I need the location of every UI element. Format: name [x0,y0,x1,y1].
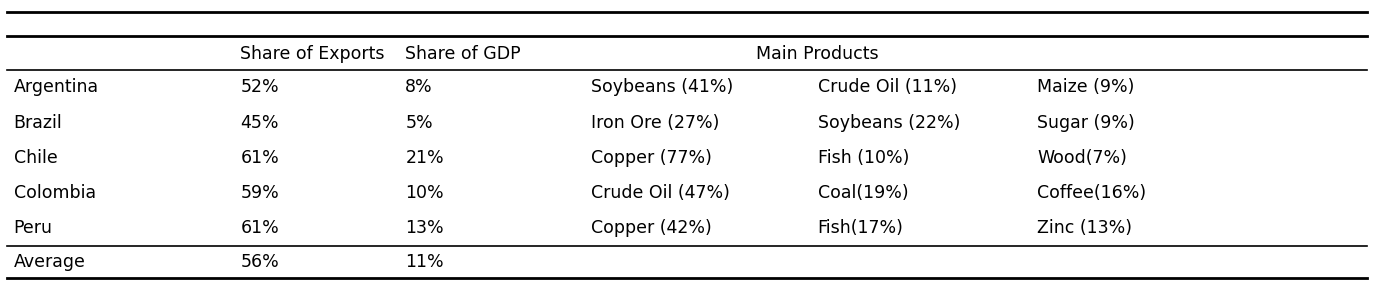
Text: 8%: 8% [405,79,433,96]
Text: Soybeans (41%): Soybeans (41%) [591,79,734,96]
Text: 11%: 11% [405,253,444,271]
Text: 21%: 21% [405,149,444,167]
Text: Copper (42%): Copper (42%) [591,219,712,237]
Text: Brazil: Brazil [14,114,62,132]
Text: Copper (77%): Copper (77%) [591,149,712,167]
Text: Argentina: Argentina [14,79,99,96]
Text: Maize (9%): Maize (9%) [1037,79,1135,96]
Text: 13%: 13% [405,219,444,237]
Text: Colombia: Colombia [14,184,96,202]
Text: Share of GDP: Share of GDP [405,45,521,63]
Text: Share of Exports: Share of Exports [240,45,385,63]
Text: Iron Ore (27%): Iron Ore (27%) [591,114,719,132]
Text: 61%: 61% [240,149,279,167]
Text: 52%: 52% [240,79,279,96]
Text: Coffee(16%): Coffee(16%) [1037,184,1146,202]
Text: Soybeans (22%): Soybeans (22%) [818,114,960,132]
Text: Sugar (9%): Sugar (9%) [1037,114,1135,132]
Text: Average: Average [14,253,85,271]
Text: Coal(19%): Coal(19%) [818,184,908,202]
Text: Fish(17%): Fish(17%) [818,219,904,237]
Text: 10%: 10% [405,184,444,202]
Text: 45%: 45% [240,114,279,132]
Text: Main Products: Main Products [756,45,879,63]
Text: 61%: 61% [240,219,279,237]
Text: Peru: Peru [14,219,52,237]
Text: Crude Oil (47%): Crude Oil (47%) [591,184,730,202]
Text: Zinc (13%): Zinc (13%) [1037,219,1132,237]
Text: Wood(7%): Wood(7%) [1037,149,1127,167]
Text: Fish (10%): Fish (10%) [818,149,910,167]
Text: 59%: 59% [240,184,279,202]
Text: Crude Oil (11%): Crude Oil (11%) [818,79,956,96]
Text: 5%: 5% [405,114,433,132]
Text: 56%: 56% [240,253,279,271]
Text: Chile: Chile [14,149,58,167]
